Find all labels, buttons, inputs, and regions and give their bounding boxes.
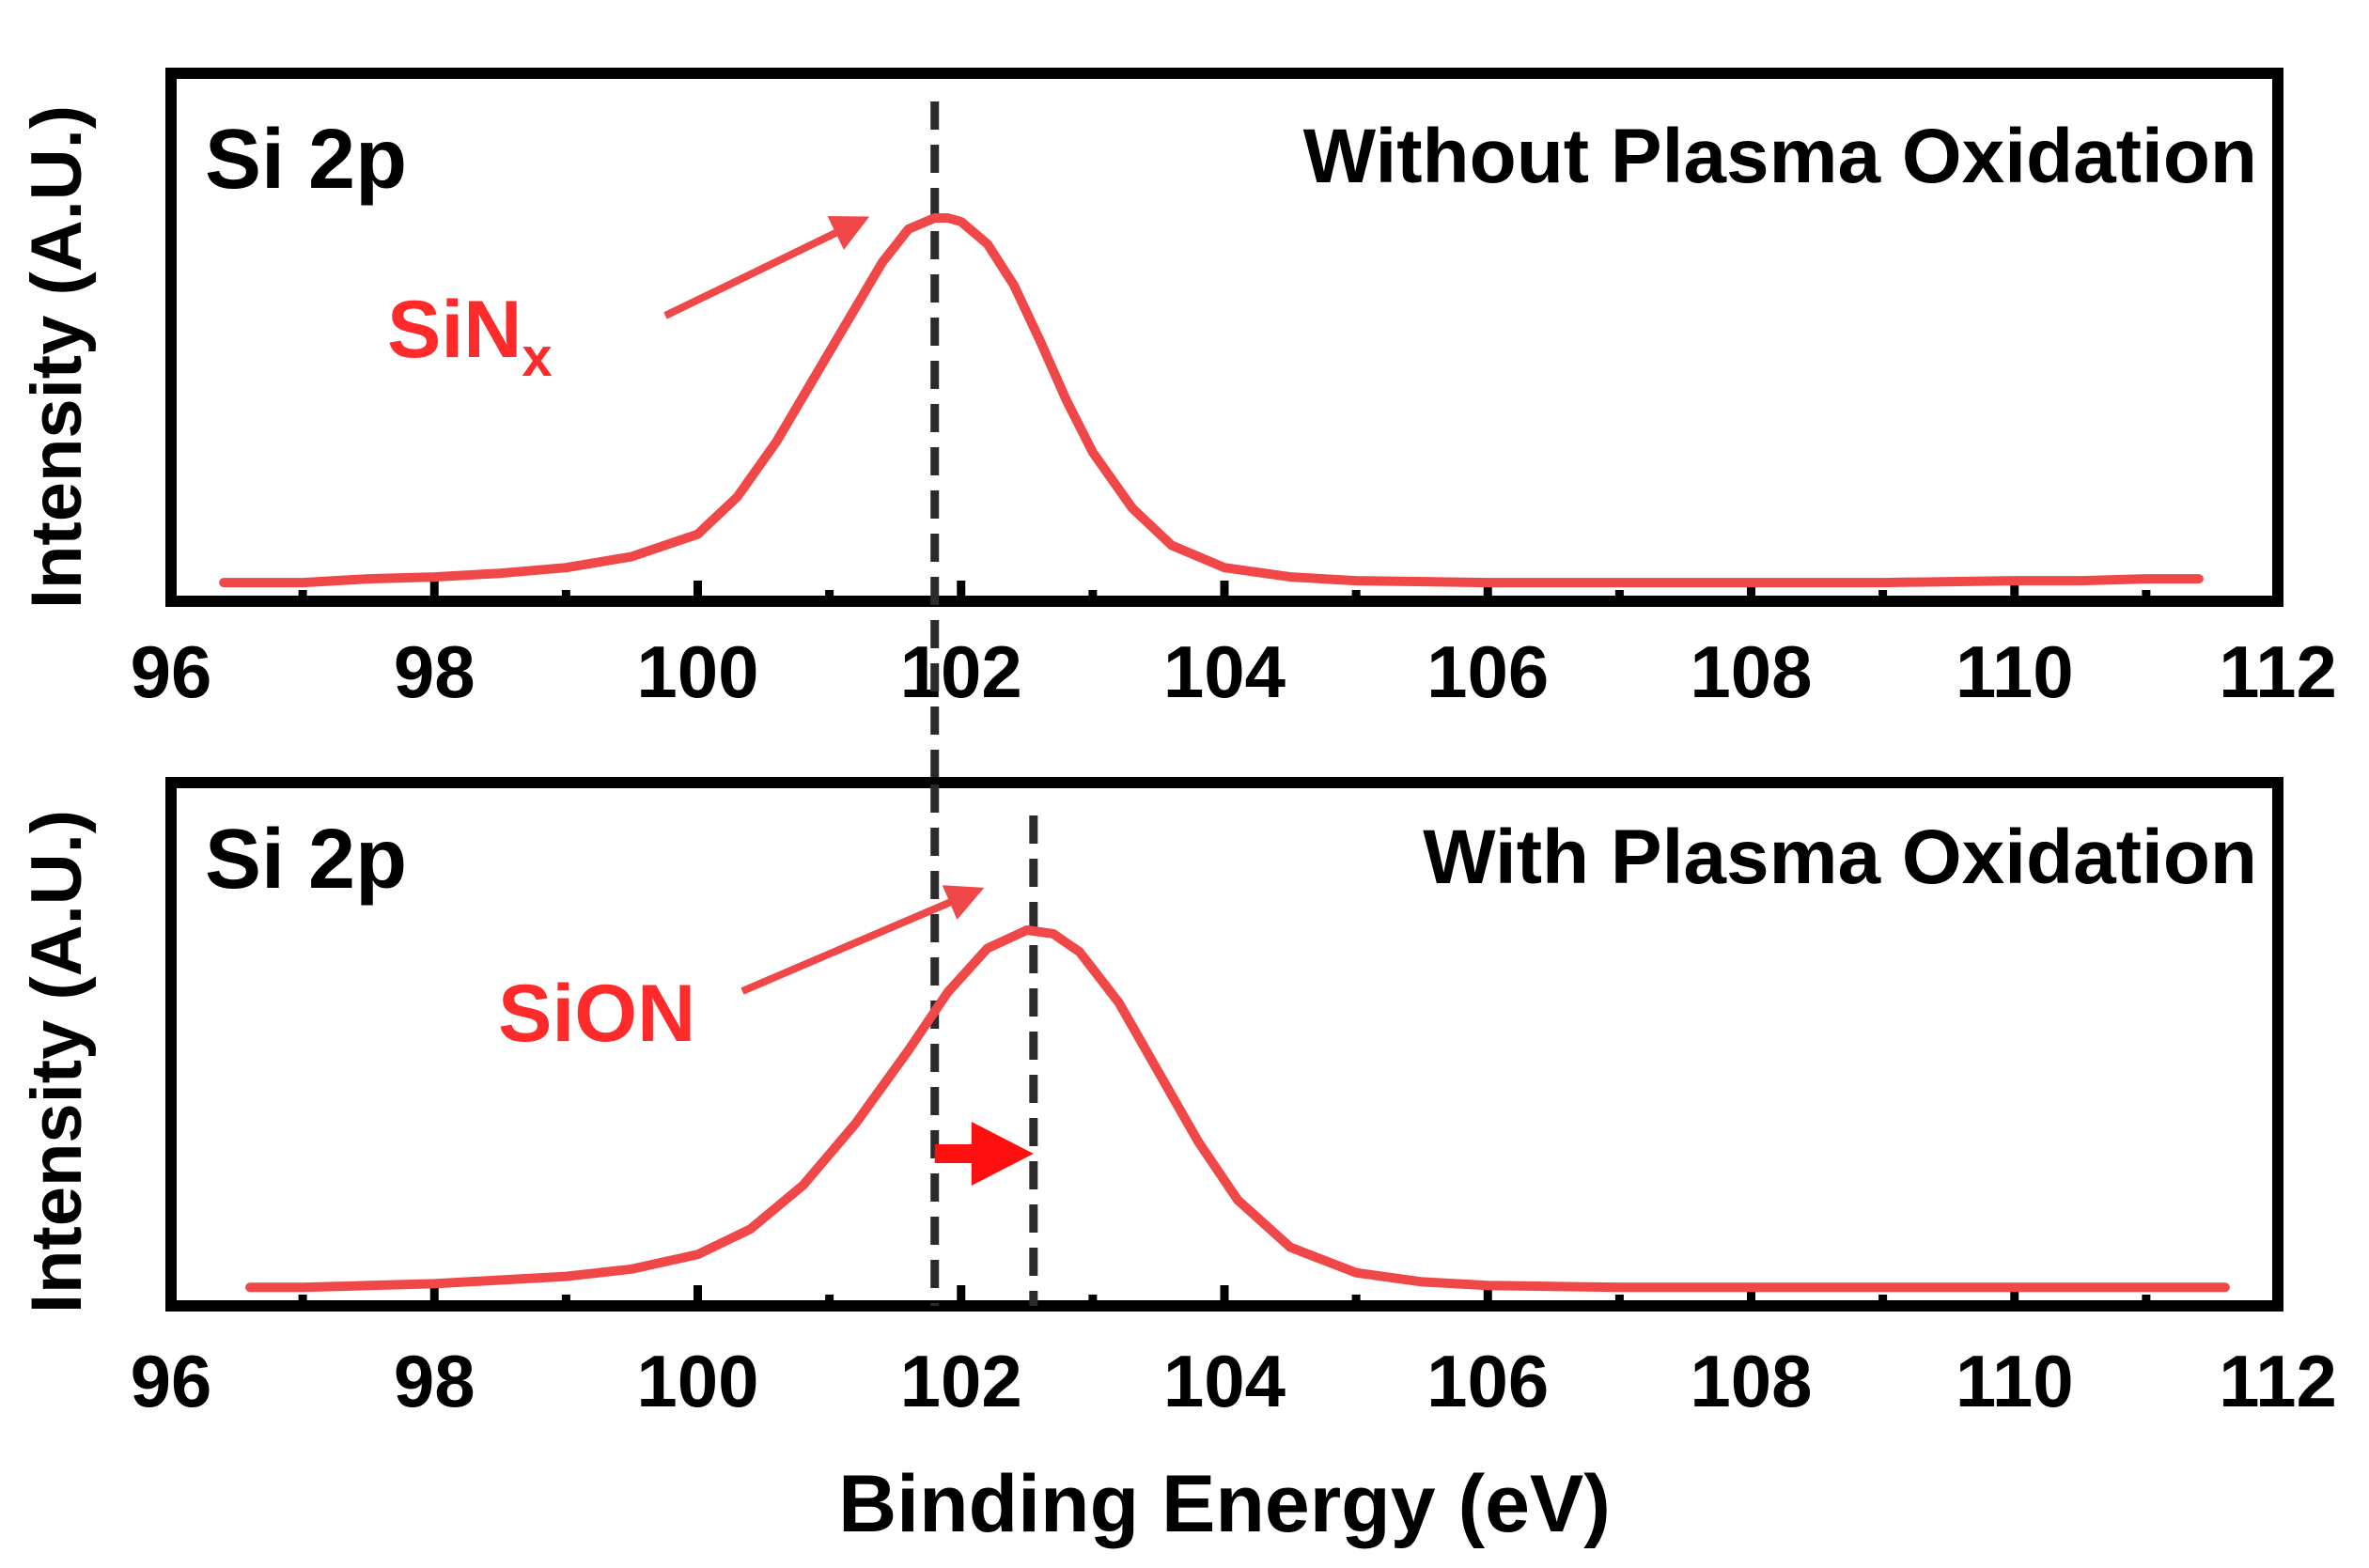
- x-tick-label-102: 102: [900, 1340, 1022, 1422]
- bottom-panel-label: Si 2p: [205, 813, 407, 907]
- x-tick-label-100: 100: [636, 630, 758, 713]
- bottom-y-axis-label: Intensity (A.U.): [17, 810, 97, 1313]
- x-tick-label-106: 106: [1426, 1340, 1549, 1422]
- bottom-panel: 96 98 100 102 104 106 108 110 112 Si 2p With Pla…: [17, 777, 2337, 1549]
- bottom-condition-label: With Plasma Oxidation: [1423, 815, 2257, 900]
- bottom-x-tick-labels: 96 98 100 102 104 106 108 110 112: [131, 1340, 2337, 1422]
- x-tick-label-98: 98: [394, 630, 475, 713]
- sion-annotation: SiON: [498, 969, 695, 1059]
- peak-shift-arrow: [934, 1122, 1034, 1186]
- x-axis-label: Binding Energy (eV): [838, 1459, 1611, 1549]
- shift-arrow-head: [971, 1122, 1034, 1186]
- sion-spectrum-line: [245, 925, 2230, 1293]
- x-tick-label-112: 112: [2219, 1340, 2337, 1422]
- sinx-spectrum-line: [219, 213, 2204, 588]
- x-tick-label-96: 96: [131, 1340, 212, 1422]
- x-tick-label-108: 108: [1690, 630, 1812, 713]
- x-tick-label-104: 104: [1163, 1340, 1286, 1422]
- bottom-reference-lines: [930, 784, 1038, 1306]
- x-tick-label-96: 96: [131, 630, 212, 713]
- top-panel-label: Si 2p: [205, 113, 407, 207]
- x-tick-label-100: 100: [636, 1340, 758, 1422]
- top-condition-label: Without Plasma Oxidation: [1303, 114, 2257, 199]
- sinx-annotation-text: SiN: [387, 285, 522, 375]
- top-panel: 96 98 100 102 104 106 108 110 112 Si 2p Without …: [17, 68, 2337, 784]
- x-tick-label-106: 106: [1426, 630, 1549, 713]
- sinx-annotation: SiNx: [387, 285, 553, 388]
- sinx-annotation-subscript: x: [522, 327, 552, 388]
- x-tick-label-110: 110: [1956, 1340, 2074, 1422]
- x-tick-label-98: 98: [394, 1340, 475, 1422]
- x-tick-label-108: 108: [1690, 1340, 1812, 1422]
- x-tick-label-110: 110: [1956, 630, 2074, 713]
- top-y-axis-label: Intensity (A.U.): [17, 105, 97, 609]
- sinx-pointer-arrow: [663, 215, 870, 319]
- shift-arrow-shaft: [934, 1144, 975, 1163]
- x-tick-label-104: 104: [1163, 630, 1286, 713]
- top-x-tick-labels: 96 98 100 102 104 106 108 110 112: [131, 630, 2337, 713]
- x-tick-label-112: 112: [2219, 630, 2337, 713]
- x-tick-label-102: 102: [900, 630, 1022, 713]
- sion-pointer-arrow: [740, 885, 985, 995]
